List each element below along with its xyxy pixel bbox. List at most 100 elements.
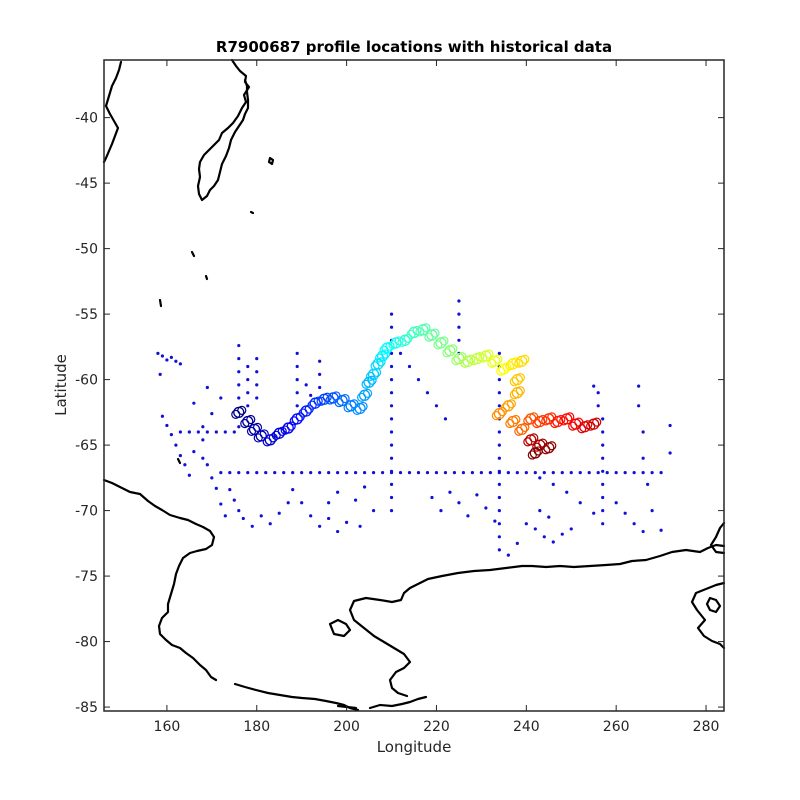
historical-point xyxy=(295,404,299,408)
historical-point xyxy=(596,471,600,475)
historical-point xyxy=(160,414,165,418)
historical-point xyxy=(362,471,367,475)
historical-point xyxy=(470,471,475,475)
float-profile-point xyxy=(262,437,272,447)
float-profile-point xyxy=(352,405,362,416)
float-profile-point xyxy=(509,390,519,400)
y-tick-label: -45 xyxy=(75,176,98,192)
historical-point xyxy=(362,485,367,489)
historical-point xyxy=(158,372,162,376)
x-tick-label: 240 xyxy=(513,719,540,735)
historical-point xyxy=(232,430,236,434)
historical-point xyxy=(601,417,605,421)
y-tick-label: -70 xyxy=(75,504,98,520)
historical-point xyxy=(493,519,497,523)
historical-point xyxy=(174,359,178,363)
historical-point xyxy=(237,471,241,475)
y-axis-ticks: -85 -80 -75 -70 -65 -60 -55 -50 -45 -40 xyxy=(75,111,724,716)
historical-point xyxy=(601,495,605,500)
historical-data-layer xyxy=(156,299,672,557)
historical-point xyxy=(601,522,605,526)
historical-point xyxy=(318,524,322,528)
historical-point xyxy=(210,412,214,416)
float-profile-point xyxy=(469,356,479,366)
historical-point xyxy=(551,540,555,544)
float-profile-point xyxy=(271,430,281,440)
historical-point xyxy=(295,378,299,382)
float-profile-point xyxy=(505,361,515,371)
historical-point xyxy=(389,482,394,486)
historical-point xyxy=(551,482,555,486)
axes-box xyxy=(103,59,725,712)
historical-point xyxy=(457,338,461,342)
historical-point xyxy=(295,351,299,356)
historical-point xyxy=(380,471,385,475)
historical-point xyxy=(156,351,160,356)
historical-point xyxy=(475,493,479,497)
historical-point xyxy=(165,358,169,362)
historical-point xyxy=(309,393,313,397)
historical-point xyxy=(650,471,654,475)
coastline-island-4 xyxy=(204,274,209,281)
historical-point xyxy=(457,501,461,505)
float-profile-point xyxy=(496,366,506,376)
historical-point xyxy=(246,364,250,369)
historical-point xyxy=(596,391,600,395)
historical-point xyxy=(434,404,439,408)
historical-point xyxy=(632,471,636,475)
historical-point xyxy=(219,502,223,506)
historical-point xyxy=(578,471,582,475)
x-tick-label: 200 xyxy=(333,719,360,735)
historical-point xyxy=(569,527,573,531)
historical-point xyxy=(542,535,546,539)
historical-point xyxy=(389,508,394,513)
historical-point xyxy=(169,355,173,359)
historical-point xyxy=(309,471,313,475)
historical-point xyxy=(228,488,232,492)
historical-point xyxy=(659,471,663,475)
historical-point xyxy=(336,471,340,475)
historical-point xyxy=(542,471,546,475)
historical-point xyxy=(448,490,452,494)
historical-point xyxy=(389,364,394,369)
historical-point xyxy=(246,378,250,382)
y-axis-label: Latitude xyxy=(52,354,70,416)
historical-point xyxy=(515,471,519,475)
historical-point xyxy=(506,553,510,557)
historical-point xyxy=(434,471,439,475)
historical-point xyxy=(466,514,470,518)
historical-point xyxy=(524,522,528,526)
float-profile-point xyxy=(316,396,326,406)
plot-area xyxy=(104,60,724,711)
historical-point xyxy=(547,515,551,519)
historical-point xyxy=(353,471,358,475)
coastlines xyxy=(102,58,726,712)
historical-point xyxy=(488,471,492,475)
historical-point xyxy=(389,351,394,356)
historical-point xyxy=(641,529,645,534)
historical-point xyxy=(205,430,209,434)
historical-point xyxy=(637,384,641,388)
historical-point xyxy=(646,482,650,486)
historical-point xyxy=(425,471,430,475)
historical-point xyxy=(255,383,259,387)
historical-point xyxy=(389,495,394,500)
historical-point xyxy=(637,404,641,408)
historical-point xyxy=(205,385,209,390)
historical-point xyxy=(497,351,501,356)
historical-point xyxy=(461,471,466,475)
historical-point xyxy=(187,430,191,434)
historical-point xyxy=(192,450,196,454)
float-profile-point xyxy=(478,353,488,363)
historical-point xyxy=(250,524,254,528)
float-profile-point xyxy=(388,340,398,350)
float-profile-point xyxy=(253,433,263,443)
historical-point xyxy=(569,471,573,475)
historical-point xyxy=(336,529,340,534)
historical-point xyxy=(533,527,537,531)
historical-point xyxy=(178,453,182,458)
historical-point xyxy=(327,471,331,475)
historical-point xyxy=(479,471,483,475)
historical-point xyxy=(416,471,421,475)
